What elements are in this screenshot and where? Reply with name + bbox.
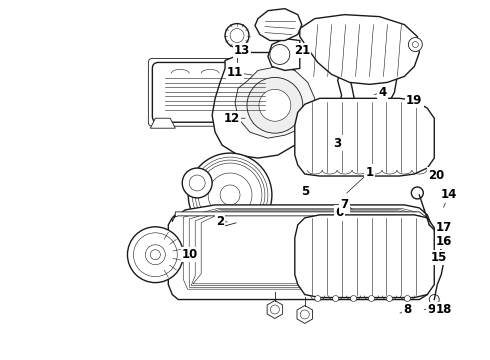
Text: 19: 19 xyxy=(406,94,422,107)
Polygon shape xyxy=(235,67,315,138)
Text: 11: 11 xyxy=(227,66,243,79)
Polygon shape xyxy=(335,55,397,162)
FancyBboxPatch shape xyxy=(152,62,276,122)
Text: 4: 4 xyxy=(378,86,387,99)
Text: 14: 14 xyxy=(441,188,457,202)
Circle shape xyxy=(270,45,290,64)
Polygon shape xyxy=(300,15,419,84)
Text: 16: 16 xyxy=(436,235,452,248)
Circle shape xyxy=(412,187,423,199)
Circle shape xyxy=(429,294,439,305)
Text: 15: 15 xyxy=(431,251,447,264)
Polygon shape xyxy=(297,306,313,323)
Circle shape xyxy=(259,89,291,121)
Polygon shape xyxy=(268,39,300,71)
Polygon shape xyxy=(255,9,302,41)
Text: 10: 10 xyxy=(182,248,198,261)
Circle shape xyxy=(133,233,177,276)
Circle shape xyxy=(213,213,223,223)
Circle shape xyxy=(300,310,309,319)
Circle shape xyxy=(225,24,249,48)
Text: 9: 9 xyxy=(427,303,436,316)
Text: 21: 21 xyxy=(294,44,310,57)
Circle shape xyxy=(182,168,212,198)
Circle shape xyxy=(387,296,392,302)
Circle shape xyxy=(146,245,165,265)
Polygon shape xyxy=(295,215,434,298)
Polygon shape xyxy=(150,118,175,128)
Text: 5: 5 xyxy=(301,185,309,198)
Text: 12: 12 xyxy=(224,112,240,125)
Circle shape xyxy=(350,296,357,302)
Polygon shape xyxy=(168,205,431,300)
Text: 7: 7 xyxy=(341,198,349,211)
Circle shape xyxy=(368,296,374,302)
Circle shape xyxy=(230,28,244,42)
Text: 18: 18 xyxy=(436,303,452,316)
Text: 1: 1 xyxy=(366,166,373,179)
Circle shape xyxy=(408,37,422,51)
Circle shape xyxy=(220,185,240,205)
Circle shape xyxy=(189,175,205,191)
Text: 17: 17 xyxy=(436,221,452,234)
Text: 13: 13 xyxy=(234,44,250,57)
Circle shape xyxy=(404,296,410,302)
Text: 2: 2 xyxy=(216,215,224,228)
Circle shape xyxy=(127,227,183,283)
Text: 20: 20 xyxy=(428,168,444,181)
Text: 8: 8 xyxy=(403,303,412,316)
Circle shape xyxy=(188,153,272,237)
Polygon shape xyxy=(172,212,427,222)
Circle shape xyxy=(247,77,303,133)
Circle shape xyxy=(198,163,262,227)
Text: 3: 3 xyxy=(334,137,342,150)
Circle shape xyxy=(208,173,252,217)
Polygon shape xyxy=(210,208,227,228)
Polygon shape xyxy=(267,301,283,319)
Polygon shape xyxy=(212,53,397,165)
Circle shape xyxy=(270,305,279,314)
Circle shape xyxy=(315,296,321,302)
Circle shape xyxy=(333,296,339,302)
Circle shape xyxy=(150,250,160,260)
Circle shape xyxy=(413,41,418,48)
Polygon shape xyxy=(295,98,434,176)
Text: 6: 6 xyxy=(336,206,344,219)
